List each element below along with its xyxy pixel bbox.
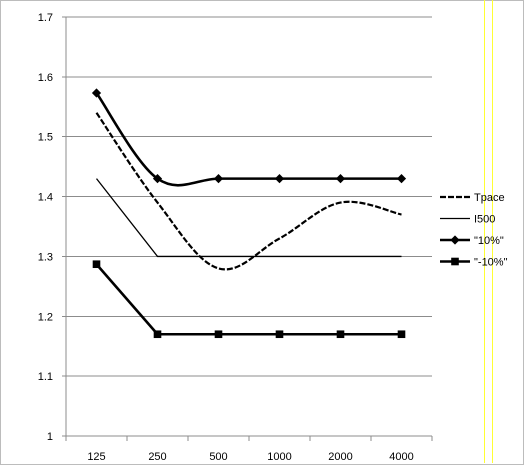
series-line-10 [95, 92, 402, 187]
series-line-i500 [95, 178, 402, 258]
series-tpace [95, 112, 402, 271]
edge-accent-line [492, 0, 493, 463]
y-tick-label: 1.1 [38, 371, 53, 383]
legend-entry-i500: I500 [440, 214, 495, 226]
x-tick-label: 4000 [389, 451, 413, 463]
gridlines [66, 16, 432, 377]
data-point-10 [214, 330, 223, 339]
legend-marker [450, 235, 460, 245]
x-tick-label: 1000 [267, 451, 291, 463]
series-line-tpace [95, 112, 402, 271]
legend-entry-10: "10%" [440, 235, 504, 247]
plot-area [91, 88, 407, 339]
x-tick-label: 250 [148, 451, 166, 463]
legend-entry-tpace: Tpace [440, 192, 505, 204]
data-point-10 [92, 260, 101, 269]
legend-marker [451, 257, 459, 266]
y-tick-label: 1.6 [38, 72, 53, 84]
series-10 [91, 88, 407, 187]
legend-label: I500 [474, 214, 495, 226]
data-point-10 [397, 330, 406, 339]
data-point-10 [396, 174, 407, 184]
y-tick-label: 1.3 [38, 251, 53, 263]
y-tick-label: 1.5 [38, 132, 53, 144]
data-point-10 [336, 330, 345, 339]
legend: Tpace I500 "10%" "-10%" [440, 192, 508, 269]
data-point-10 [153, 330, 162, 339]
series-10 [92, 260, 406, 339]
x-tick-label: 2000 [328, 451, 352, 463]
data-point-10 [91, 88, 102, 98]
legend-entry-10: "-10%" [440, 257, 508, 269]
y-tick-label: 1.2 [38, 311, 53, 323]
axes: 1 1.1 1.2 1.3 1.4 1.5 1.6 1.7 125 250 500 1000 2000 4… [38, 12, 433, 463]
y-tick-label: 1 [47, 431, 53, 443]
data-point-10 [152, 174, 163, 184]
legend-label: "10%" [474, 235, 504, 247]
y-tick-label: 1.7 [38, 12, 53, 24]
data-point-10 [274, 174, 285, 184]
legend-label: "-10%" [474, 257, 508, 269]
legend-label: Tpace [474, 192, 505, 204]
y-tick-label: 1.4 [38, 192, 53, 204]
x-tick-label: 500 [209, 451, 227, 463]
series-line-10 [95, 263, 402, 336]
x-tick-label: 125 [87, 451, 105, 463]
data-point-10 [335, 174, 346, 184]
series-i500 [95, 178, 402, 258]
edge-accent-line [484, 0, 485, 463]
data-point-10 [213, 174, 224, 184]
data-point-10 [275, 330, 284, 339]
